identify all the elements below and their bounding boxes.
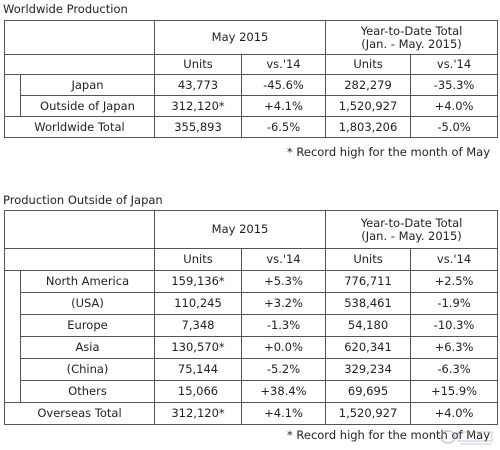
ytd-units-cell: 538,461: [325, 292, 412, 315]
row-label: Japan: [20, 74, 155, 96]
subheader-blank: [4, 54, 155, 75]
subheader-blank: [4, 248, 155, 271]
record-high-note: * Record high for the month of May: [286, 428, 490, 442]
table-row: Japan 43,773 -45.6% 282,279 -35.3%: [4, 74, 499, 117]
record-high-note: * Record high for the month of May: [286, 145, 490, 159]
ytd-vs-cell: +4.0%: [410, 95, 499, 117]
table-row: Outside of Japan 312,120* +4.1% 1,520,92…: [5, 95, 499, 117]
ytd-header: Year-to-Date Total (Jan. - May. 2015): [325, 20, 499, 55]
ytd-vs-header: vs.'14: [410, 54, 499, 75]
row-label: (China): [20, 358, 155, 381]
table-row: Asia 130,570* +0.0% 620,341 +6.3%: [5, 336, 499, 359]
vs-cell: +38.4%: [240, 380, 327, 403]
total-ytd-vs: +4.0%: [410, 402, 499, 425]
ytd-vs-cell: -35.3%: [410, 74, 499, 96]
ytd-units-cell: 69,695: [325, 380, 412, 403]
ytd-units-cell: 1,520,927: [325, 95, 412, 117]
row-label: North America: [20, 270, 155, 293]
row-label: Others: [20, 380, 155, 403]
period-header: May 2015: [153, 210, 327, 249]
table-row: (USA) 110,245 +3.2% 538,461 -1.9%: [5, 292, 499, 315]
units-header: Units: [154, 248, 242, 271]
ytd-units-cell: 620,341: [325, 336, 412, 359]
vs-cell: +5.3%: [240, 270, 327, 293]
row-label: Outside of Japan: [20, 95, 155, 117]
total-label: Overseas Total: [4, 402, 155, 425]
total-row: Overseas Total 312,120* +4.1% 1,520,927 …: [4, 402, 499, 425]
ytd-vs-cell: +15.9%: [410, 380, 499, 403]
vs-cell: +0.0%: [240, 336, 327, 359]
units-cell: 130,570*: [154, 336, 242, 359]
indent-cell: [4, 74, 21, 117]
vs-cell: +3.2%: [240, 292, 327, 315]
total-row: Worldwide Total 355,893 -6.5% 1,803,206 …: [4, 116, 499, 138]
units-cell: 43,773: [154, 74, 242, 96]
total-ytd-vs: -5.0%: [410, 116, 499, 138]
row-label: (USA): [20, 292, 155, 315]
vs-cell: -5.2%: [240, 358, 327, 381]
vs-header: vs.'14: [240, 54, 327, 75]
row-label: Asia: [20, 336, 155, 359]
ytd-vs-cell: -6.3%: [410, 358, 499, 381]
units-cell: 75,144: [154, 358, 242, 381]
ytd-vs-cell: -1.9%: [410, 292, 499, 315]
vs-cell: -1.3%: [240, 314, 327, 337]
total-label: Worldwide Total: [4, 116, 155, 138]
row-label: Europe: [20, 314, 155, 337]
units-cell: 7,348: [154, 314, 242, 337]
units-cell: 312,120*: [154, 95, 242, 117]
indent-cell: [4, 270, 21, 403]
worldwide-production-title: Worldwide Production: [3, 2, 128, 16]
table-row: Europe 7,348 -1.3% 54,180 -10.3%: [5, 314, 499, 337]
ytd-units-cell: 776,711: [325, 270, 412, 293]
ytd-header-line1: Year-to-Date Total: [360, 23, 463, 38]
total-vs: +4.1%: [240, 402, 327, 425]
ytd-units-cell: 282,279: [325, 74, 412, 96]
header-blank: [4, 210, 155, 249]
overseas-production-table: May 2015 Year-to-Date Total (Jan. - May.…: [4, 210, 499, 425]
total-units: 312,120*: [154, 402, 242, 425]
units-cell: 159,136*: [154, 270, 242, 293]
units-cell: 15,066: [154, 380, 242, 403]
units-cell: 110,245: [154, 292, 242, 315]
vs-header: vs.'14: [240, 248, 327, 271]
header-blank: [4, 20, 155, 55]
ytd-vs-cell: -10.3%: [410, 314, 499, 337]
total-ytd-units: 1,520,927: [325, 402, 412, 425]
ytd-vs-cell: +6.3%: [410, 336, 499, 359]
period-header: May 2015: [153, 20, 327, 55]
worldwide-production-table: May 2015 Year-to-Date Total (Jan. - May.…: [4, 20, 499, 138]
ytd-header-line1: Year-to-Date Total: [360, 215, 463, 230]
units-header: Units: [154, 54, 242, 75]
vs-cell: -45.6%: [240, 74, 327, 96]
table-row: North America 159,136* +5.3% 776,711 +2.…: [4, 270, 499, 403]
ytd-units-header: Units: [325, 248, 412, 271]
ytd-units-header: Units: [325, 54, 412, 75]
total-vs: -6.5%: [240, 116, 327, 138]
total-ytd-units: 1,803,206: [325, 116, 412, 138]
ytd-vs-header: vs.'14: [410, 248, 499, 271]
total-units: 355,893: [154, 116, 242, 138]
table-row: (China) 75,144 -5.2% 329,234 -6.3%: [5, 358, 499, 381]
ytd-units-cell: 54,180: [325, 314, 412, 337]
ytd-units-cell: 329,234: [325, 358, 412, 381]
watermark-logo: [440, 430, 493, 445]
ytd-header-line2: (Jan. - May. 2015): [361, 228, 462, 243]
ytd-header-line2: (Jan. - May. 2015): [361, 36, 462, 51]
ytd-header: Year-to-Date Total (Jan. - May. 2015): [325, 210, 499, 249]
table-row: Others 15,066 +38.4% 69,695 +15.9%: [5, 380, 499, 403]
vs-cell: +4.1%: [240, 95, 327, 117]
ytd-vs-cell: +2.5%: [410, 270, 499, 293]
overseas-production-title: Production Outside of Japan: [3, 193, 163, 207]
